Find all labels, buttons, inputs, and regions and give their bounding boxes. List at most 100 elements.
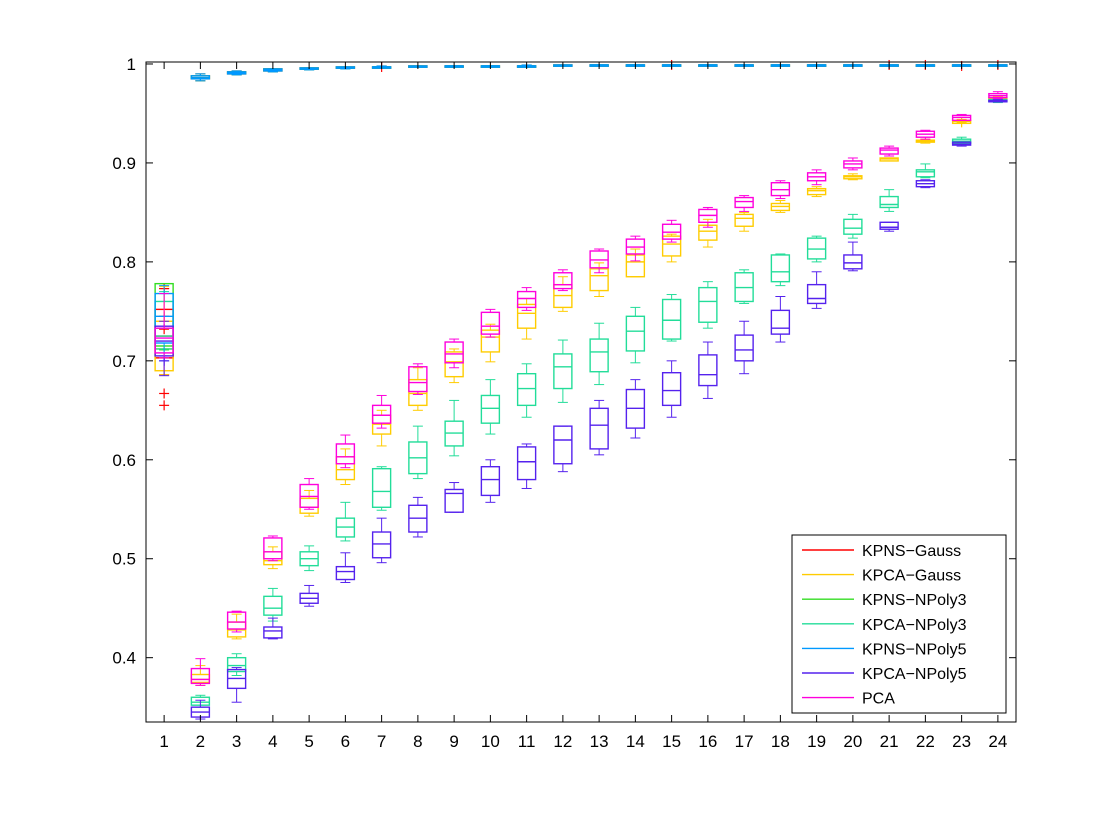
- boxplot-box-group: [516, 287, 537, 311]
- box-iqr: [734, 196, 754, 209]
- boxplot-box-group: [988, 99, 1008, 103]
- boxplot-box-group: [770, 200, 791, 213]
- boxplot-box-group: [843, 241, 863, 272]
- boxplot-box-group: [625, 306, 646, 364]
- boxplot-box-group: [226, 70, 247, 76]
- boxplot-box-group: [226, 667, 247, 703]
- boxplot-box-group: [190, 658, 211, 686]
- box-iqr: [263, 537, 283, 560]
- boxplot-box-group: [589, 322, 609, 386]
- boxplot-box-group: [444, 399, 464, 457]
- boxplot-box-group: [951, 141, 972, 147]
- box-iqr: [226, 611, 247, 630]
- boxplot-box-group: [589, 248, 609, 274]
- box-iqr: [480, 466, 501, 497]
- box-iqr: [843, 254, 863, 270]
- y-tick-label: 0.4: [112, 649, 136, 668]
- boxplot-box-group: [951, 113, 972, 122]
- boxplot-box-group: [879, 189, 899, 212]
- legend-label: KPNS−Gauss: [862, 543, 961, 560]
- boxplot-box-group: [879, 221, 899, 232]
- x-tick-label: 2: [196, 732, 205, 751]
- boxplot-box-group: [698, 341, 718, 399]
- y-tick-label: 0.7: [112, 352, 136, 371]
- box-iqr: [226, 656, 247, 673]
- boxplot-box-group: [625, 235, 646, 262]
- boxplot-box-group: [263, 587, 283, 622]
- boxplot-box-group: [408, 496, 428, 538]
- boxplot-box-group: [806, 271, 827, 309]
- boxplot-box-group: [661, 233, 682, 263]
- box-iqr: [444, 341, 464, 364]
- boxplot-box-group: [553, 339, 573, 403]
- boxplot-box-group: [589, 399, 609, 456]
- boxplot-box-group: [734, 211, 754, 232]
- boxplot-box-group: [915, 163, 936, 179]
- box-iqr: [625, 315, 646, 352]
- box-iqr: [915, 169, 936, 178]
- boxplot-box-group: [770, 296, 791, 343]
- box-iqr: [516, 372, 537, 407]
- legend: KPNS−Gauss KPCA−Gauss KPNS−NPoly3 KPCA−NPol…: [791, 534, 1007, 714]
- y-axis: 0.4 0.5 0.6 0.7 0.8 0.9 1: [112, 55, 1016, 668]
- box-iqr: [734, 334, 754, 362]
- box-iqr: [553, 425, 573, 465]
- x-tick-label: 8: [413, 732, 422, 751]
- x-tick-label: 1: [159, 732, 168, 751]
- boxplot-box-group: [806, 186, 827, 198]
- series-group: [154, 99, 1008, 720]
- boxplot-box-group: [843, 157, 863, 171]
- box-iqr: [661, 372, 682, 407]
- x-tick-label: 15: [662, 732, 681, 751]
- box-iqr: [190, 667, 211, 685]
- x-tick-label: 22: [916, 732, 935, 751]
- y-tick-label: 1: [127, 55, 136, 74]
- boxplot-box-group: [480, 308, 501, 338]
- boxplot-box-group: [734, 320, 754, 375]
- box-iqr: [879, 147, 899, 155]
- box-iqr: [480, 329, 501, 353]
- boxplot-box-group: [625, 379, 646, 439]
- boxplot-box-group: [408, 425, 428, 480]
- boxplot-box-group: [444, 338, 464, 369]
- boxplot-box-group: [806, 235, 827, 263]
- box-iqr: [770, 309, 791, 335]
- boxplot-box-group: [879, 157, 899, 162]
- box-iqr: [770, 254, 791, 283]
- x-tick-label: 4: [268, 732, 277, 751]
- boxplot-box-group: [770, 253, 791, 287]
- x-axis: 1 2 3 4 5 6 7 8 9 10 11 12 13 14 15 16 17 18 19 20 21 22 23 24: [159, 62, 1007, 751]
- boxplot-box-group: [335, 434, 356, 469]
- box-iqr: [806, 187, 827, 196]
- boxplot-box-group: [263, 535, 283, 562]
- box-iqr: [843, 218, 863, 235]
- box-iqr: [553, 353, 573, 390]
- box-iqr: [480, 394, 501, 424]
- boxplot-box-group: [915, 138, 936, 144]
- x-tick-label: 6: [341, 732, 350, 751]
- boxplot-box-group: [843, 213, 863, 239]
- x-tick-label: 18: [771, 732, 790, 751]
- x-tick-label: 3: [232, 732, 241, 751]
- boxplot-box-group: [553, 269, 573, 292]
- boxplot-box-group: [915, 129, 936, 140]
- legend-label: KPNS−NPoly3: [862, 592, 967, 609]
- boxplot-box-group: [770, 180, 791, 200]
- boxplot-box-group: [661, 360, 682, 418]
- boxplot-box-group: [734, 195, 754, 212]
- boxplot-box-group: [480, 459, 501, 503]
- boxplot-box-group: [661, 294, 682, 342]
- box-iqr: [408, 378, 428, 407]
- box-iqr: [480, 311, 501, 335]
- box-iqr: [589, 338, 609, 373]
- box-iqr: [263, 626, 283, 639]
- legend-label: KPCA−NPoly5: [862, 666, 967, 683]
- x-tick-label: 24: [988, 732, 1007, 751]
- box-iqr: [371, 404, 392, 424]
- y-tick-label: 0.6: [112, 451, 136, 470]
- box-iqr: [589, 407, 609, 450]
- legend-label: KPCA−Gauss: [862, 568, 961, 585]
- boxplot-box-group: [988, 91, 1008, 100]
- box-iqr: [734, 213, 754, 227]
